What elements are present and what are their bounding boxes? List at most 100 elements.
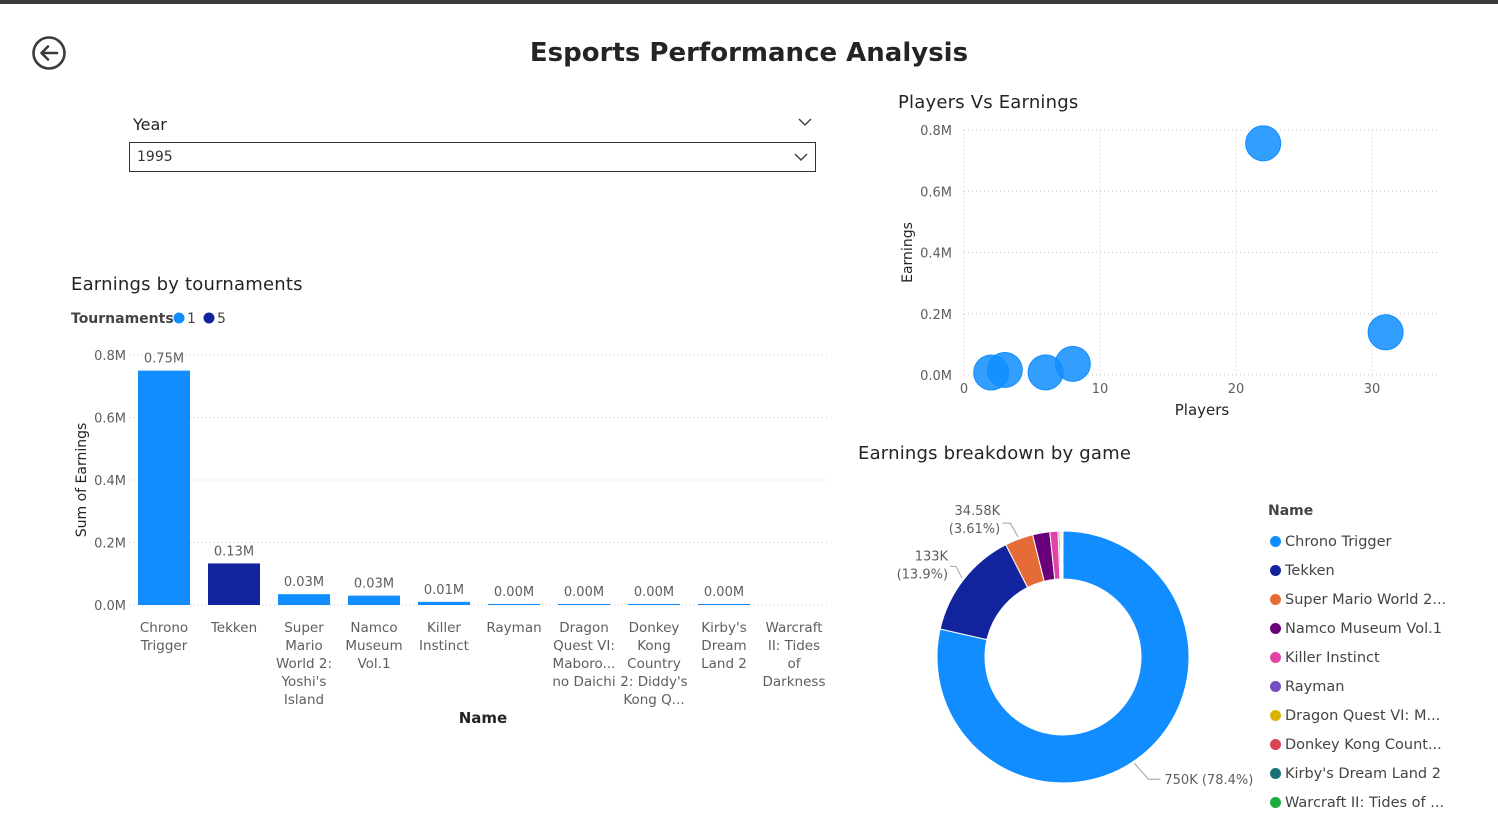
- scatter-point: [1367, 314, 1404, 351]
- earnings-breakdown-donut-chart: 750K (78.4%) 133K (13.9%) 34.58K (3.61%): [897, 504, 1254, 788]
- bar-data-label: 0.01M: [424, 583, 464, 598]
- scatter-x-axis-label: Players: [1175, 401, 1230, 419]
- bar: [628, 604, 680, 605]
- bar-x-tick-label: Rayman: [486, 620, 541, 636]
- bar-y-tick-label: 0.2M: [94, 537, 126, 552]
- legend-label: Rayman: [1285, 678, 1345, 695]
- bar: [418, 601, 470, 605]
- bar-data-label: 0.03M: [284, 575, 324, 590]
- legend-label: Kirby's Dream Land 2: [1285, 765, 1441, 782]
- donut-chart-title: Earnings breakdown by game: [858, 443, 1132, 464]
- bar: [488, 604, 540, 605]
- legend-marker: [1270, 681, 1281, 692]
- legend-marker: [1270, 710, 1281, 721]
- bar-x-tick-label: Chrono Trigger: [140, 620, 188, 654]
- earnings-by-tournaments-chart: Tournaments 1 5 0.0M 0.2M 0.4M 0.6M 0.8M Sum of …: [71, 311, 830, 727]
- donut-legend-item[interactable]: Dragon Quest VI: M...: [1268, 701, 1478, 730]
- donut-legend-item[interactable]: Tekken: [1268, 556, 1478, 585]
- back-arrow-circle-icon[interactable]: [31, 35, 67, 71]
- bar-x-tick-label: Donkey Kong Country 2: Diddy's Kong Q...: [620, 620, 687, 708]
- donut-slice: [936, 530, 1190, 784]
- donut-data-label: 34.58K: [954, 504, 1000, 519]
- donut-legend-item[interactable]: Namco Museum Vol.1: [1268, 614, 1478, 643]
- bar-x-tick-label: Kirby's Dream Land 2: [701, 620, 747, 672]
- chevron-down-icon[interactable]: [797, 115, 813, 129]
- donut-legend: Name Chrono Trigger Tekken Super Mario Worl…: [1268, 503, 1478, 817]
- donut-data-label-percent: (13.9%): [897, 567, 948, 582]
- bar-y-tick-label: 0.6M: [94, 412, 126, 427]
- donut-slice: [1061, 530, 1064, 580]
- donut-legend-item[interactable]: Donkey Kong Count...: [1268, 730, 1478, 759]
- scatter-y-tick-label: 0.0M: [920, 369, 952, 384]
- scatter-chart-title: Players Vs Earnings: [898, 92, 1079, 113]
- scatter-y-tick-label: 0.2M: [920, 308, 952, 323]
- chevron-down-icon[interactable]: [793, 151, 809, 163]
- donut-leader-line: [1134, 762, 1161, 780]
- donut-legend-item[interactable]: Warcraft II: Tides of ...: [1268, 788, 1478, 817]
- donut-legend-item[interactable]: Super Mario World 2...: [1268, 585, 1478, 614]
- legend-label: Donkey Kong Count...: [1285, 736, 1442, 753]
- legend-marker: [1270, 768, 1281, 779]
- bar-data-label: 0.75M: [144, 352, 184, 367]
- donut-legend-item[interactable]: Killer Instinct: [1268, 643, 1478, 672]
- scatter-y-axis-label: Earnings: [900, 222, 916, 283]
- donut-data-label-percent: (3.61%): [949, 522, 1000, 537]
- bar-y-tick-label: 0.8M: [94, 349, 126, 364]
- scatter-x-tick-label: 10: [1092, 382, 1109, 397]
- bar-x-tick-label: Killer Instinct: [419, 620, 469, 654]
- legend-label: Dragon Quest VI: M...: [1285, 707, 1441, 724]
- bar-x-axis-label: Name: [459, 709, 507, 727]
- scatter-y-tick-label: 0.4M: [920, 247, 952, 262]
- year-slicer-label: Year: [133, 115, 167, 134]
- bar-data-label: 0.13M: [214, 544, 254, 559]
- legend-label: Super Mario World 2...: [1285, 591, 1447, 608]
- bar-data-label: 0.00M: [564, 585, 604, 600]
- legend-marker: [1270, 797, 1281, 808]
- legend-label: Warcraft II: Tides of ...: [1285, 794, 1445, 811]
- bar-data-label: 0.03M: [354, 577, 394, 592]
- scatter-y-tick-label: 0.8M: [920, 124, 952, 139]
- scatter-point: [1245, 125, 1282, 162]
- donut-data-label: 750K (78.4%): [1164, 773, 1253, 788]
- bar: [348, 595, 400, 605]
- donut-legend-item[interactable]: Chrono Trigger: [1268, 527, 1478, 556]
- legend-marker: [1270, 594, 1281, 605]
- donut-legend-item[interactable]: Rayman: [1268, 672, 1478, 701]
- bar-x-tick-label: Namco Museum Vol.1: [345, 620, 402, 672]
- page-title: Esports Performance Analysis: [529, 38, 969, 68]
- bar: [208, 563, 260, 605]
- bar: [278, 594, 330, 605]
- bar-x-tick-label: Super Mario World 2: Yoshi's Island: [276, 620, 332, 708]
- bar-chart-title: Earnings by tournaments: [71, 274, 303, 295]
- top-border: [0, 0, 1498, 4]
- bar-x-tick-label: Dragon Quest VI: Maboro... no Daichi: [552, 620, 615, 690]
- donut-data-label: 133K: [915, 549, 949, 564]
- year-dropdown[interactable]: 1995: [129, 142, 816, 172]
- bar-x-tick-label: Warcraft II: Tides of Darkness: [763, 620, 826, 690]
- donut-leader-line: [950, 565, 963, 579]
- legend-label-1: 1: [187, 311, 196, 327]
- scatter-point: [986, 351, 1023, 388]
- legend-marker-1: [173, 312, 185, 324]
- scatter-y-tick-label: 0.6M: [920, 185, 952, 200]
- bar-data-label: 0.00M: [634, 585, 674, 600]
- year-dropdown-value: 1995: [137, 149, 173, 165]
- legend-marker: [1270, 623, 1281, 634]
- donut-legend-item[interactable]: Kirby's Dream Land 2: [1268, 759, 1478, 788]
- legend-label: Killer Instinct: [1285, 649, 1380, 666]
- legend-marker: [1270, 652, 1281, 663]
- scatter-x-tick-label: 20: [1228, 382, 1245, 397]
- donut-legend-title: Name: [1268, 503, 1314, 519]
- legend-label: Namco Museum Vol.1: [1285, 620, 1442, 637]
- players-vs-earnings-chart: 0.0M 0.2M 0.4M 0.6M 0.8M 0 10 20 30 Earnings Playe…: [900, 124, 1440, 419]
- scatter-x-tick-label: 0: [960, 382, 968, 397]
- bar-y-axis-label: Sum of Earnings: [74, 423, 90, 538]
- legend-marker-5: [203, 312, 215, 324]
- bar: [698, 604, 750, 605]
- legend-label: Tekken: [1285, 562, 1335, 579]
- bar-y-tick-label: 0.4M: [94, 474, 126, 489]
- bar-y-tick-label: 0.0M: [94, 599, 126, 614]
- bar-legend-title: Tournaments: [71, 311, 174, 327]
- bar: [558, 604, 610, 605]
- legend-label: Chrono Trigger: [1285, 533, 1392, 550]
